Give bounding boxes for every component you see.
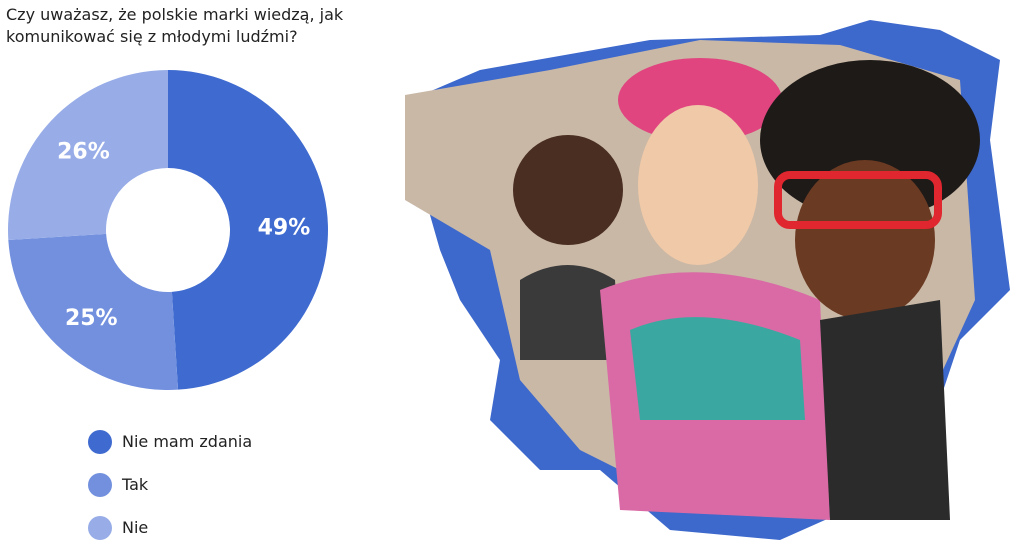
sweater-pattern: [630, 317, 805, 420]
donut-slice: [8, 233, 179, 390]
pink-beret: [618, 58, 782, 142]
data-label: 26%: [57, 140, 110, 165]
legend-label: Nie mam zdania: [122, 432, 253, 451]
donut-chart: 49% 25% 26%: [7, 70, 328, 390]
legend-item: Nie mam zdania: [88, 420, 252, 463]
legend-swatch: [88, 472, 112, 497]
person-left: [513, 135, 623, 245]
red-sunglasses: [774, 171, 942, 229]
fur-hat: [760, 60, 980, 220]
data-label: 25%: [65, 306, 118, 331]
legend-item: Tak: [88, 463, 252, 506]
chart-title: Czy uważasz, że polskie marki wiedzą, ja…: [6, 5, 344, 46]
legend-label: Tak: [122, 475, 149, 494]
photo-young-people: [405, 20, 1010, 540]
person-right: [795, 160, 935, 320]
person-right-jacket: [820, 300, 950, 520]
legend-swatch: [88, 515, 112, 540]
legend: Nie mam zdania Tak Nie: [88, 420, 252, 549]
person-left-body: [520, 265, 620, 360]
legend-swatch: [88, 429, 112, 454]
legend-item: Nie: [88, 506, 252, 549]
legend-label: Nie: [122, 518, 149, 537]
data-label: 49%: [258, 215, 311, 240]
person-center: [638, 105, 758, 265]
donut-slice: [168, 70, 328, 390]
donut-slice: [7, 70, 168, 241]
